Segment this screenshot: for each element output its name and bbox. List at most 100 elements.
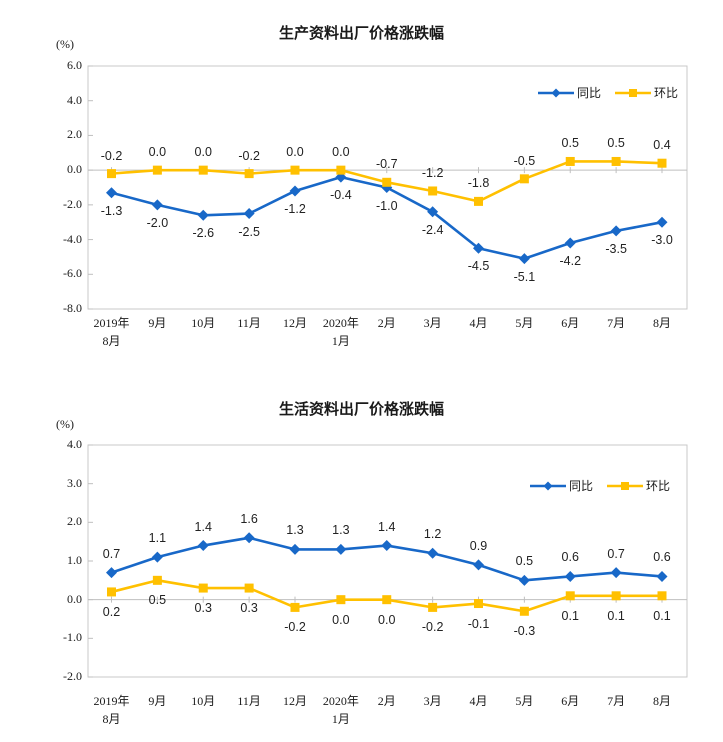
yoy-data-point-marker bbox=[610, 567, 622, 579]
x-axis-label: 12月 bbox=[282, 694, 308, 708]
yoy-value-label: -3.0 bbox=[651, 233, 673, 248]
yoy-value-label: 0.9 bbox=[469, 538, 488, 553]
y-tick-label: 0.0 bbox=[67, 162, 82, 177]
mom-data-point-marker bbox=[428, 186, 438, 196]
yoy-data-point-marker bbox=[381, 540, 393, 552]
x-axis-label: 2月 bbox=[377, 694, 396, 708]
mom-data-point-marker bbox=[565, 156, 575, 166]
y-tick-label: -2.0 bbox=[63, 196, 82, 211]
yoy-data-point-marker bbox=[381, 182, 393, 193]
yoy-value-label: -5.1 bbox=[513, 269, 536, 284]
mom-value-label: 0.1 bbox=[653, 608, 671, 623]
yoy-series-line bbox=[111, 175, 663, 260]
x-axis-label: 5月 bbox=[515, 694, 534, 708]
mom-value-label: 0.5 bbox=[561, 136, 579, 151]
yoy-data-point-marker bbox=[518, 574, 530, 586]
yoy-data-point-marker bbox=[427, 547, 439, 559]
yoy-data-point-marker bbox=[427, 206, 439, 218]
yoy-data-point-marker bbox=[243, 532, 255, 544]
x-axis-label: 9月 bbox=[148, 694, 167, 708]
legend-label-mom: 环比 bbox=[654, 86, 679, 100]
mom-value-label: -0.1 bbox=[467, 616, 490, 631]
mom-value-label: 0.1 bbox=[607, 608, 625, 623]
legend-label-mom: 环比 bbox=[646, 479, 671, 493]
mom-data-point-marker bbox=[474, 196, 483, 206]
x-axis-label: 8月 bbox=[652, 694, 672, 708]
yoy-data-point-marker bbox=[335, 171, 347, 183]
yoy-data-point-marker bbox=[151, 199, 163, 211]
yoy-value-label: 0.7 bbox=[607, 546, 625, 561]
y-tick-label: -1.0 bbox=[63, 630, 82, 645]
y-tick-label: 4.0 bbox=[67, 437, 82, 451]
x-axis-label: 4月 bbox=[469, 316, 488, 330]
mom-data-point-marker bbox=[519, 174, 529, 184]
yoy-data-point-marker bbox=[106, 187, 117, 199]
legend-label-yoy: 同比 bbox=[577, 86, 602, 100]
yoy-data-point-marker bbox=[473, 559, 484, 571]
x-axis-label: 11月 bbox=[237, 316, 261, 330]
yoy-value-label: 0.5 bbox=[515, 554, 534, 569]
yoy-value-label: 1.1 bbox=[148, 531, 167, 546]
x-axis-label: 3月 bbox=[423, 694, 442, 708]
legend-item-yoy: 同比 bbox=[538, 84, 601, 101]
yoy-data-point-marker bbox=[197, 540, 209, 552]
x-axis-label: 2020年 1月 bbox=[322, 694, 359, 726]
x-axis-label: 8月 bbox=[652, 316, 672, 330]
mom-data-point-marker bbox=[519, 606, 529, 616]
legend-label-yoy: 同比 bbox=[569, 479, 594, 493]
yoy-value-label: 1.4 bbox=[378, 519, 396, 534]
yoy-data-point-marker bbox=[564, 570, 576, 582]
mom-value-label: -0.2 bbox=[238, 148, 260, 163]
x-axis-label: 9月 bbox=[148, 316, 167, 330]
yoy-data-point-marker bbox=[656, 570, 668, 582]
yoy-value-label: 0.7 bbox=[102, 546, 121, 561]
mom-value-label: 0.0 bbox=[332, 612, 350, 627]
chart-title-producer-goods: 生产资料出厂价格涨跌幅 bbox=[278, 25, 444, 42]
yoy-value-label: -1.0 bbox=[375, 198, 398, 213]
mom-value-label: -0.3 bbox=[513, 624, 536, 639]
y-tick-label: -6.0 bbox=[63, 266, 82, 281]
mom-legend-marker-icon bbox=[607, 481, 644, 490]
mom-value-label: 0.0 bbox=[378, 612, 396, 627]
y-tick-label: 3.0 bbox=[67, 475, 82, 490]
yoy-value-label: -1.3 bbox=[100, 203, 123, 218]
x-axis-label: 5月 bbox=[515, 316, 534, 330]
y-tick-label: 4.0 bbox=[67, 92, 82, 107]
legend-item-yoy: 同比 bbox=[530, 477, 593, 494]
x-axis-label: 6月 bbox=[561, 316, 580, 330]
yoy-data-point-marker bbox=[243, 208, 255, 220]
mom-data-point-marker bbox=[107, 587, 116, 597]
x-axis-label: 2月 bbox=[377, 316, 396, 330]
x-axis-label: 2019年 8月 bbox=[93, 694, 130, 726]
mom-data-point-marker bbox=[336, 165, 346, 175]
mom-value-label: 0.3 bbox=[240, 601, 258, 616]
mom-data-point-marker bbox=[382, 595, 392, 605]
yoy-data-point-marker bbox=[610, 225, 622, 237]
y-tick-label: 2.0 bbox=[67, 514, 82, 529]
mom-value-label: 0.5 bbox=[607, 136, 625, 151]
mom-data-point-marker bbox=[290, 165, 300, 175]
y-axis-unit-label: (%) bbox=[56, 417, 74, 431]
yoy-data-point-marker bbox=[289, 543, 301, 555]
mom-value-label: 0.0 bbox=[194, 145, 212, 160]
x-axis-label: 2019年 8月 bbox=[93, 316, 130, 348]
legend-item-mom: 环比 bbox=[615, 84, 678, 101]
mom-value-label: 0.0 bbox=[332, 145, 350, 160]
mom-data-point-marker bbox=[244, 583, 254, 593]
mom-data-point-marker bbox=[611, 156, 621, 166]
mom-data-point-marker bbox=[657, 591, 667, 601]
legend: 同比 环比 bbox=[530, 477, 670, 494]
x-axis-label: 3月 bbox=[423, 316, 442, 330]
mom-value-label: -0.2 bbox=[284, 620, 306, 635]
yoy-value-label: -2.5 bbox=[238, 224, 260, 239]
mom-data-point-marker bbox=[198, 165, 208, 175]
yoy-value-label: -2.4 bbox=[421, 222, 444, 237]
yoy-data-point-marker bbox=[656, 216, 668, 228]
mom-data-point-marker bbox=[198, 583, 208, 593]
yoy-data-point-marker bbox=[151, 551, 163, 563]
yoy-data-point-marker bbox=[106, 567, 117, 579]
mom-value-label: -1.8 bbox=[467, 176, 490, 191]
yoy-value-label: 1.4 bbox=[194, 519, 212, 534]
